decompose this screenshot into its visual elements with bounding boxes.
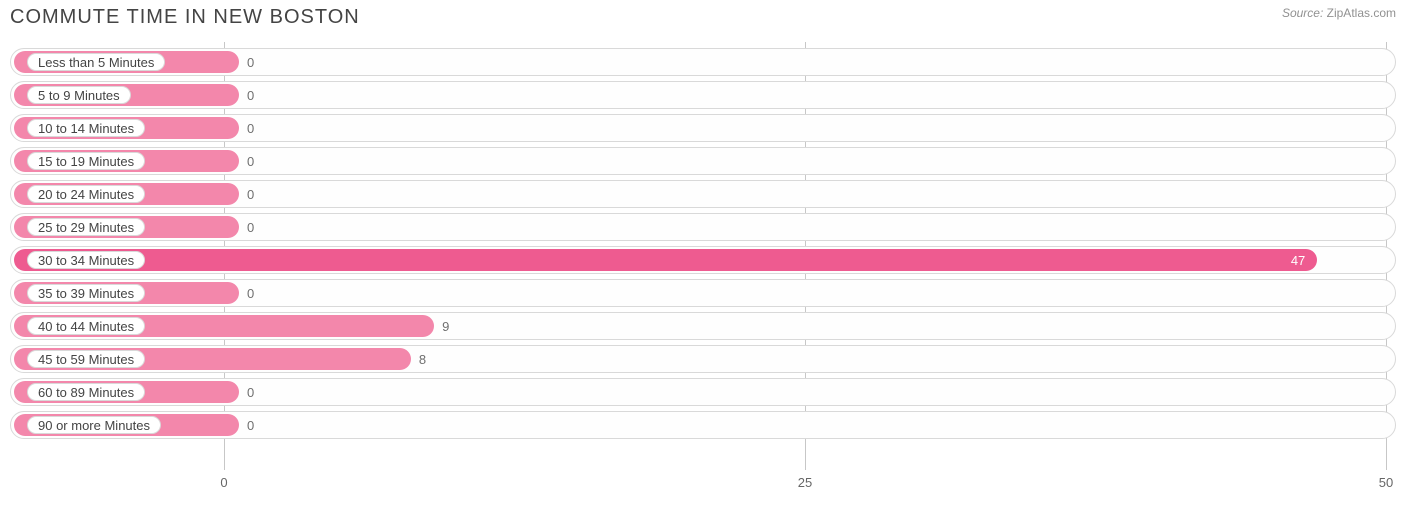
- bar-row: 20 to 24 Minutes 0: [10, 180, 1396, 208]
- source-label: Source:: [1282, 6, 1323, 20]
- bar-row: 10 to 14 Minutes 0: [10, 114, 1396, 142]
- chart-source: Source: ZipAtlas.com: [1282, 6, 1396, 20]
- commute-time-chart: COMMUTE TIME IN NEW BOSTON Source: ZipAt…: [0, 0, 1406, 523]
- chart-plot-area: 0 25 50 Less than 5 Minutes 0 5 to 9 Minutes 0…: [10, 42, 1396, 490]
- x-axis-tick-label: 25: [798, 475, 812, 490]
- bar-row: 30 to 34 Minutes 47: [10, 246, 1396, 274]
- category-pill: 30 to 34 Minutes: [27, 251, 145, 269]
- bar-value-label: 0: [247, 82, 254, 108]
- bar-row: 15 to 19 Minutes 0: [10, 147, 1396, 175]
- x-axis-tick-label: 50: [1379, 475, 1393, 490]
- bar-value-label: 47: [1291, 247, 1305, 273]
- bar-row: 40 to 44 Minutes 9: [10, 312, 1396, 340]
- bar-value-label: 0: [247, 412, 254, 438]
- source-value: ZipAtlas.com: [1327, 6, 1396, 20]
- bar-value-label: 9: [442, 313, 449, 339]
- bar-value-label: 0: [247, 379, 254, 405]
- bar-row: 35 to 39 Minutes 0: [10, 279, 1396, 307]
- bar-row: 60 to 89 Minutes 0: [10, 378, 1396, 406]
- bar-value-label: 0: [247, 115, 254, 141]
- category-pill: 5 to 9 Minutes: [27, 86, 131, 104]
- x-axis-tick-label: 0: [220, 475, 227, 490]
- bar-value-label: 0: [247, 148, 254, 174]
- bar-row: 90 or more Minutes 0: [10, 411, 1396, 439]
- bar-value-label: 0: [247, 280, 254, 306]
- bar-value-label: 0: [247, 181, 254, 207]
- category-pill: 20 to 24 Minutes: [27, 185, 145, 203]
- bar-row: 45 to 59 Minutes 8: [10, 345, 1396, 373]
- bar-row: Less than 5 Minutes 0: [10, 48, 1396, 76]
- category-pill: Less than 5 Minutes: [27, 53, 165, 71]
- category-pill: 25 to 29 Minutes: [27, 218, 145, 236]
- category-pill: 15 to 19 Minutes: [27, 152, 145, 170]
- category-pill: 45 to 59 Minutes: [27, 350, 145, 368]
- category-pill: 35 to 39 Minutes: [27, 284, 145, 302]
- bar-row: 25 to 29 Minutes 0: [10, 213, 1396, 241]
- chart-header: COMMUTE TIME IN NEW BOSTON Source: ZipAt…: [10, 6, 1396, 40]
- chart-title: COMMUTE TIME IN NEW BOSTON: [10, 6, 360, 29]
- bar-value-label: 0: [247, 214, 254, 240]
- bar-value-label: 0: [247, 49, 254, 75]
- category-pill: 10 to 14 Minutes: [27, 119, 145, 137]
- bar-fill: [14, 249, 1317, 271]
- category-pill: 60 to 89 Minutes: [27, 383, 145, 401]
- category-pill: 40 to 44 Minutes: [27, 317, 145, 335]
- bar-row: 5 to 9 Minutes 0: [10, 81, 1396, 109]
- bar-value-label: 8: [419, 346, 426, 372]
- category-pill: 90 or more Minutes: [27, 416, 161, 434]
